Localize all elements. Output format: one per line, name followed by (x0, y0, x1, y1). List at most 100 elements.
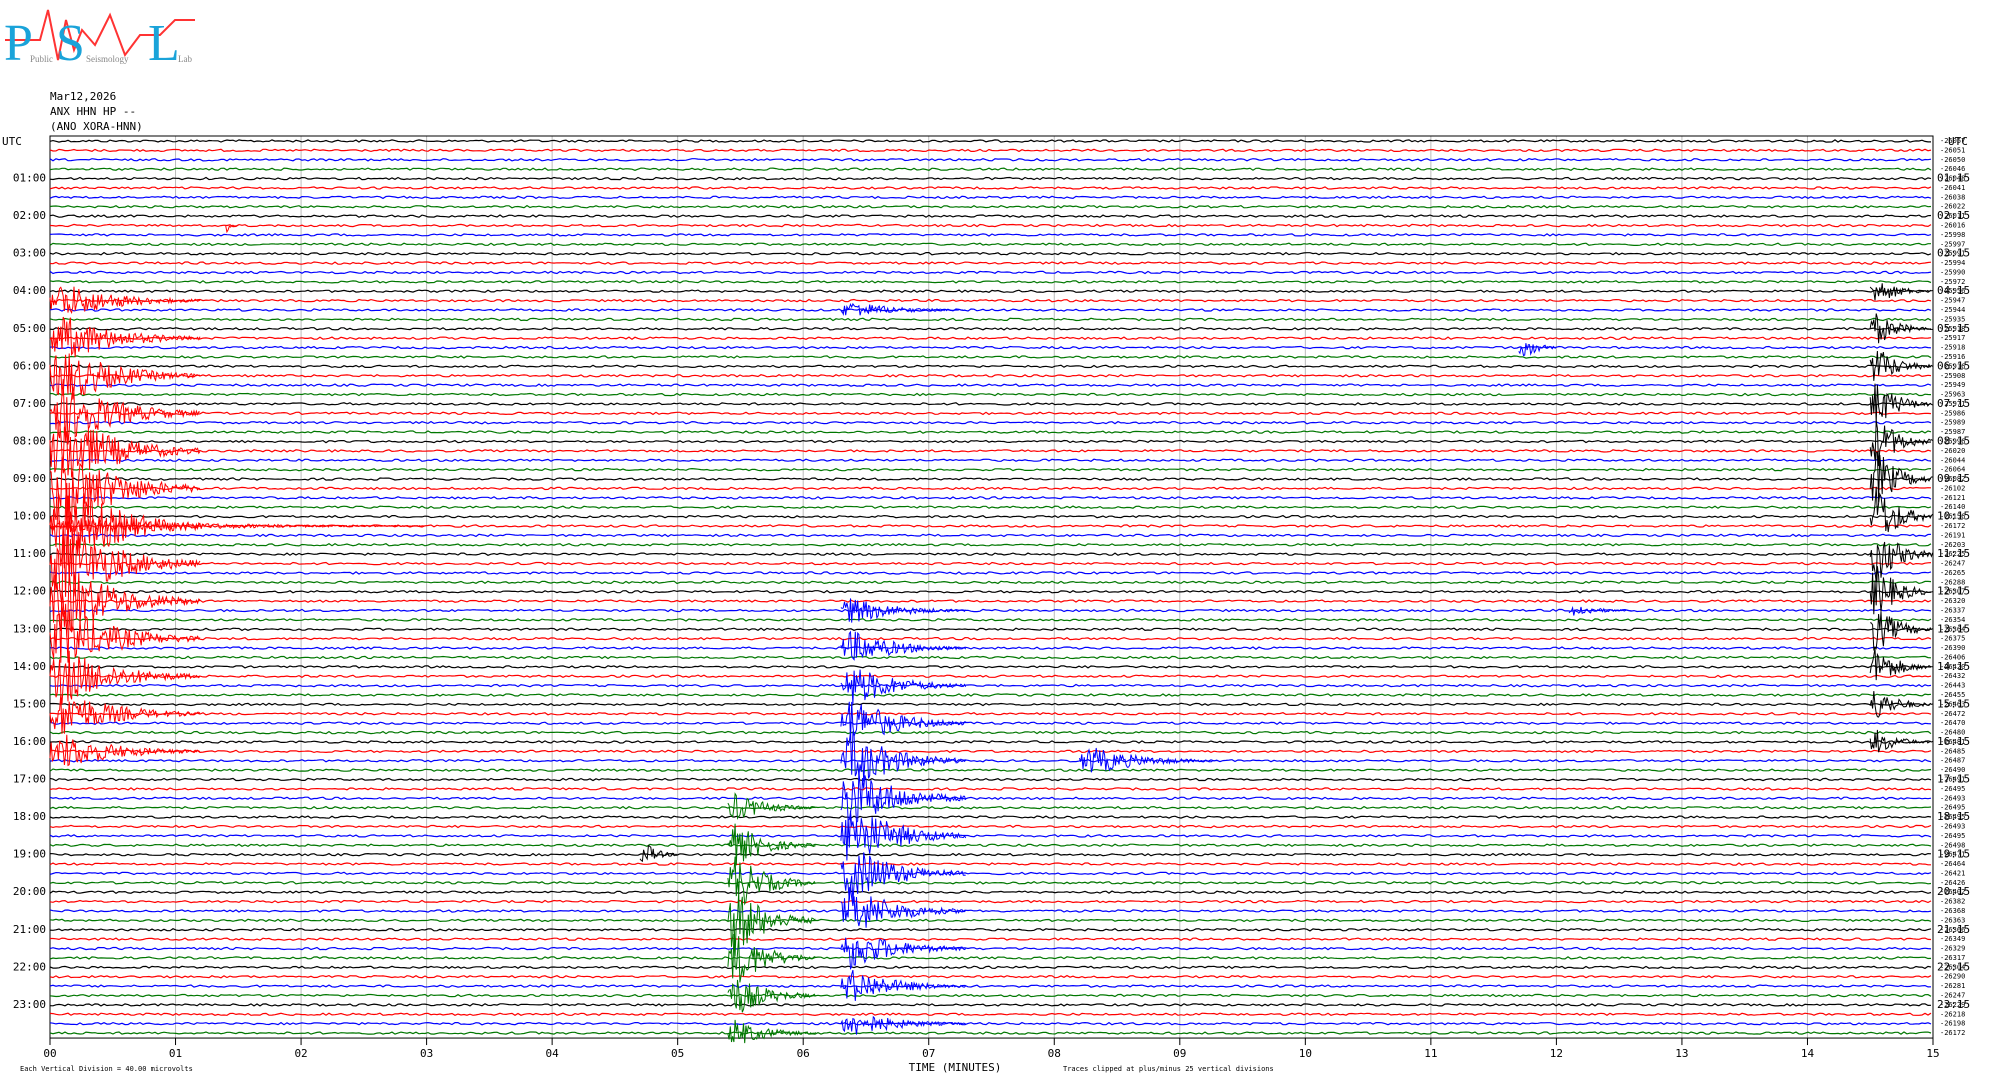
y-tick-label: 13:00 (13, 622, 46, 635)
row-offset-label: -25956 (1940, 287, 1965, 295)
trace (49, 176, 1932, 181)
y-tick-label: 21:00 (13, 923, 46, 936)
event-trace (49, 316, 201, 358)
trace (49, 834, 1932, 838)
row-offset-label: -26048 (1940, 175, 1965, 183)
y-tick-label: 15:00 (13, 697, 46, 710)
event-trace (840, 701, 966, 741)
x-tick-label: 06 (797, 1047, 810, 1060)
row-offset-label: -26337 (1940, 607, 1965, 615)
row-offset-label: -26329 (1940, 945, 1965, 953)
y-tick-label: 22:15 (1937, 960, 1970, 973)
row-offset-label: -26464 (1940, 860, 1965, 868)
logo-letter: S (56, 15, 85, 72)
y-tick-label: 09:00 (13, 472, 46, 485)
trace (49, 749, 1932, 754)
logo-word: Lab (178, 54, 192, 64)
y-tick-label: 10:15 (1937, 510, 1970, 523)
trace (49, 636, 1932, 641)
trace (49, 411, 1932, 416)
y-tick-label: 23:00 (13, 998, 46, 1011)
row-offset-label: -26495 (1940, 804, 1965, 812)
trace (49, 928, 1932, 932)
row-offset-label: -26022 (1940, 203, 1965, 211)
event-trace (1568, 605, 1632, 616)
row-offset-label: -26366 (1940, 926, 1965, 934)
row-offset-label: -26463 (1940, 700, 1965, 708)
trace (49, 542, 1932, 547)
trace (49, 683, 1932, 688)
trace (49, 974, 1932, 979)
trace (49, 439, 1932, 444)
event-trace (1869, 451, 1933, 503)
event-trace (840, 1015, 966, 1035)
trace (49, 373, 1932, 378)
trace (49, 655, 1932, 660)
row-offset-label: -26265 (1940, 569, 1965, 577)
event-trace (1869, 729, 1933, 753)
trace (49, 693, 1932, 697)
y-tick-label: 01:00 (13, 172, 46, 185)
row-offset-label: -26455 (1940, 691, 1965, 699)
trace (49, 984, 1932, 988)
trace (49, 881, 1932, 885)
trace (49, 186, 1932, 190)
row-offset-label: -26498 (1940, 841, 1965, 849)
y-tick-label: 07:15 (1937, 397, 1970, 410)
y-tick-label: 15:15 (1937, 697, 1970, 710)
row-offset-label: -25908 (1940, 372, 1965, 380)
trace (49, 308, 1932, 312)
trace (49, 815, 1932, 819)
logo-word: Public (30, 54, 53, 64)
y-tick-label: 21:15 (1937, 923, 1970, 936)
trace (49, 233, 1932, 237)
trace (49, 758, 1932, 763)
event-trace (840, 886, 967, 928)
row-offset-label: -26247 (1940, 991, 1965, 999)
x-tick-label: 08 (1048, 1047, 1061, 1060)
x-tick-label: 05 (671, 1047, 684, 1060)
y-tick-label: 14:00 (13, 660, 46, 673)
row-offset-label: -26470 (1940, 719, 1965, 727)
event-trace (49, 650, 201, 705)
event-trace (225, 224, 238, 234)
trace (49, 1012, 1932, 1017)
row-offset-label: -26051 (1940, 146, 1965, 154)
y-tick-label: 01:15 (1937, 172, 1970, 185)
row-offset-label: -25944 (1940, 306, 1965, 314)
event-trace (840, 730, 967, 782)
row-offset-label: -26172 (1940, 1029, 1965, 1037)
event-trace (840, 669, 967, 705)
y-tick-label: 02:15 (1937, 209, 1970, 222)
y-tick-label: 09:15 (1937, 472, 1970, 485)
y-tick-label: 23:15 (1937, 998, 1970, 1011)
row-offset-label: -26481 (1940, 738, 1965, 746)
subtitle: (ANO XORA-HNN) (50, 120, 143, 133)
x-tick-label: 07 (922, 1047, 935, 1060)
event-trace (727, 823, 816, 866)
footer: Each Vertical Division = 40.00 microvolt… (20, 1065, 193, 1073)
row-offset-label: -26203 (1940, 541, 1965, 549)
event-trace (727, 979, 816, 1013)
y-tick-label: 16:15 (1937, 735, 1970, 748)
row-offset-label: -26426 (1940, 879, 1965, 887)
event-trace (1869, 486, 1933, 533)
row-offset-label: -25949 (1940, 381, 1965, 389)
row-offset-label: -26247 (1940, 560, 1965, 568)
y-tick-label: 11:15 (1937, 547, 1970, 560)
row-offset-label: -25916 (1940, 353, 1965, 361)
trace (49, 899, 1932, 904)
row-offset-label: -26402 (1940, 888, 1965, 896)
y-tick-label: 05:15 (1937, 322, 1970, 335)
row-offset-label: -26493 (1940, 822, 1965, 830)
trace (49, 327, 1932, 331)
y-tick-label: 19:15 (1937, 848, 1970, 861)
trace (49, 646, 1932, 650)
row-offset-label: -26487 (1940, 757, 1965, 765)
trace (49, 148, 1932, 153)
trace (49, 665, 1932, 669)
trace (49, 270, 1932, 275)
event-trace (840, 852, 966, 903)
row-offset-label: -26044 (1940, 456, 1965, 464)
y-tick-label: 07:00 (13, 397, 46, 410)
